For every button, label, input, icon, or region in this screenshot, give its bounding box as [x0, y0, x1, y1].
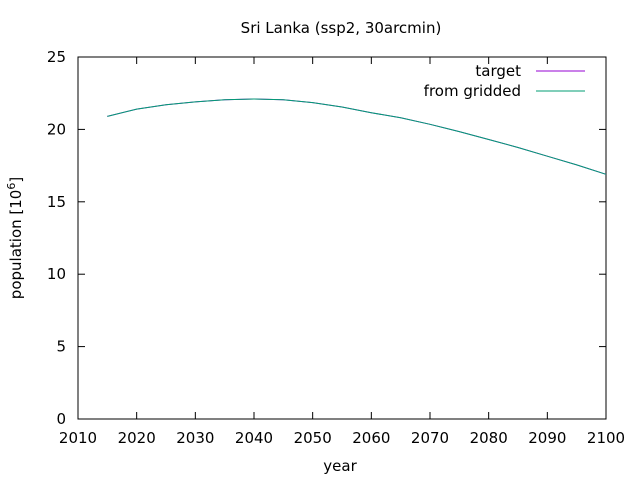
x-tick-label: 2100: [587, 429, 625, 447]
chart-title: Sri Lanka (ssp2, 30arcmin): [241, 19, 442, 37]
y-axis-label-superscript: 6: [5, 183, 18, 190]
y-tick-label: 15: [47, 193, 66, 211]
x-tick-label: 2090: [528, 429, 566, 447]
x-tick-label: 2070: [411, 429, 449, 447]
y-axis-label-close: ]: [7, 177, 25, 183]
x-tick-label: 2030: [176, 429, 214, 447]
y-axis-label: population [106]: [5, 177, 25, 299]
y-tick-label: 25: [47, 48, 66, 66]
legend-label: target: [475, 62, 521, 80]
plot-frame: [77, 56, 607, 420]
y-tick-label: 10: [47, 265, 66, 283]
y-tick-label: 20: [47, 120, 66, 138]
series-line-2: [107, 98, 607, 175]
y-axis-label-main: population [10: [7, 190, 25, 300]
x-tick-label: 2040: [235, 429, 273, 447]
x-tick-label: 2080: [470, 429, 508, 447]
x-tick-label: 2050: [294, 429, 332, 447]
legend-label: from gridded: [424, 82, 521, 100]
x-tick-label: 2060: [352, 429, 390, 447]
x-axis-label: year: [323, 457, 357, 475]
y-tick-label: 5: [56, 338, 66, 356]
y-tick-label: 0: [56, 410, 66, 428]
x-tick-label: 2020: [118, 429, 156, 447]
x-tick-label: 2010: [59, 429, 97, 447]
